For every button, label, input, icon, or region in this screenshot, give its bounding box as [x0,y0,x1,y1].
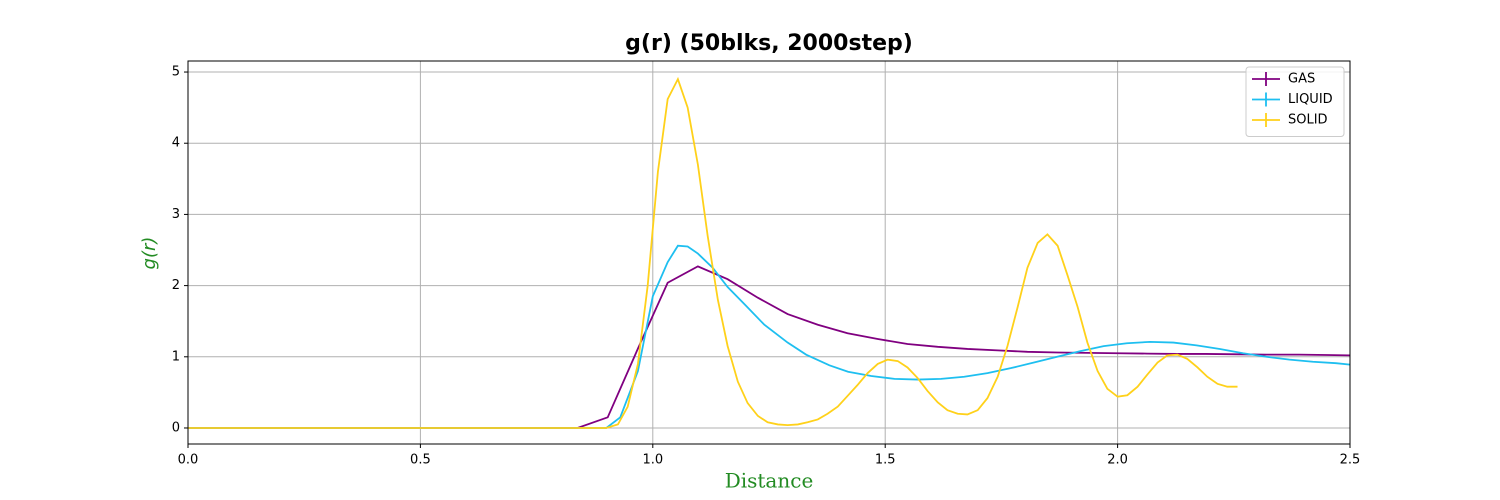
x-tick-label: 0.0 [178,453,199,468]
y-tick-label: 4 [172,136,180,151]
series-line [188,244,1351,429]
x-axis-label: Distance [725,469,814,493]
x-tick-label: 2.0 [1107,453,1128,468]
legend: GAS LIQUID SOLID [1245,66,1345,137]
y-tick-label: 1 [172,349,180,364]
x-tick-label: 1.5 [875,453,896,468]
series-line [188,76,1238,429]
legend-label: SOLID [1288,113,1328,128]
series-line [188,265,1351,429]
legend-label: GAS [1288,72,1315,87]
legend-label: LIQUID [1288,92,1333,107]
x-tick-label: 2.5 [1340,453,1361,468]
y-tick-label: 2 [172,278,180,293]
y-tick-label: 0 [172,420,180,435]
y-tick-label: 3 [172,207,180,222]
x-tick-label: 1.0 [642,453,663,468]
plot-frame [187,60,1351,445]
y-axis-label: g(r) [139,237,160,270]
chart-title: g(r) (50blks, 2000step) [625,31,913,56]
y-tick-label: 5 [172,65,180,80]
x-tick-label: 0.5 [410,453,431,468]
